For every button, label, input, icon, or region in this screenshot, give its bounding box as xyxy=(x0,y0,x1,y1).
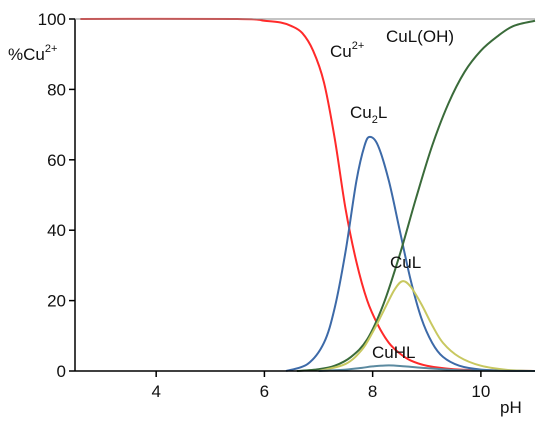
y-tick-label: 60 xyxy=(47,151,66,170)
y-axis-label: %Cu2+ xyxy=(8,43,57,64)
y-tick-label: 20 xyxy=(47,292,66,311)
label-cul: CuL xyxy=(390,253,421,272)
x-tick-label: 6 xyxy=(260,382,269,401)
x-tick-label: 8 xyxy=(368,382,377,401)
cu2-curve xyxy=(80,17,536,372)
y-tick-label: 100 xyxy=(38,10,66,29)
label-cuhl: CuHL xyxy=(372,343,415,362)
cu2l-curve xyxy=(285,135,536,372)
label-cu2: Cu2+ xyxy=(330,40,364,61)
culoh-curve xyxy=(296,19,536,372)
axes-layer: 0 20 40 60 80 100 4 6 8 10 xyxy=(38,10,535,401)
y-tick-label: 0 xyxy=(57,362,66,381)
curves-layer xyxy=(80,17,536,372)
x-tick-label: 4 xyxy=(151,382,160,401)
y-tick-label: 80 xyxy=(47,80,66,99)
label-culoh: CuL(OH) xyxy=(386,27,454,46)
label-cu2l: Cu2L xyxy=(350,103,387,126)
cul-curve xyxy=(318,280,536,372)
x-tick-label: 10 xyxy=(471,382,490,401)
y-tick-label: 40 xyxy=(47,221,66,240)
x-axis-label: pH xyxy=(500,398,522,417)
